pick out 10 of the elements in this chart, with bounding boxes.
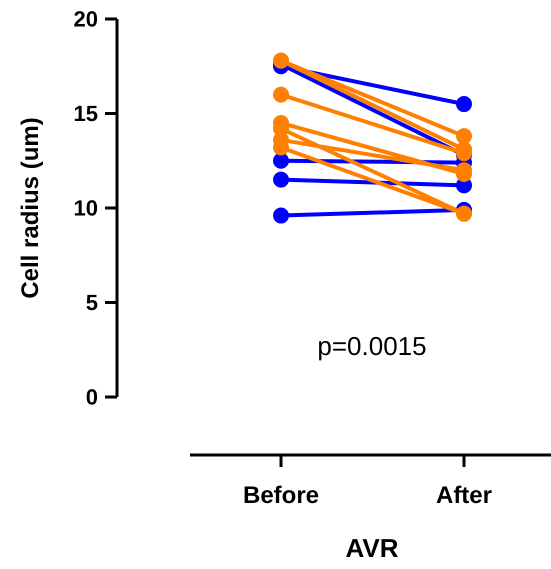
y-tick-label: 10 [74,196,98,221]
y-tick-label: 0 [86,384,98,410]
y-tick-label: 15 [74,101,98,126]
y-tick-label: 5 [86,290,98,316]
annotation: p=0.0015 [317,331,427,361]
y-axis-title: Cell radius (um) [17,117,44,299]
x-tick-label: After [436,482,492,509]
x-tick-label: Before [242,482,320,509]
x-axis-title: AVR [346,533,399,563]
y-tick-label: 20 [74,6,98,32]
